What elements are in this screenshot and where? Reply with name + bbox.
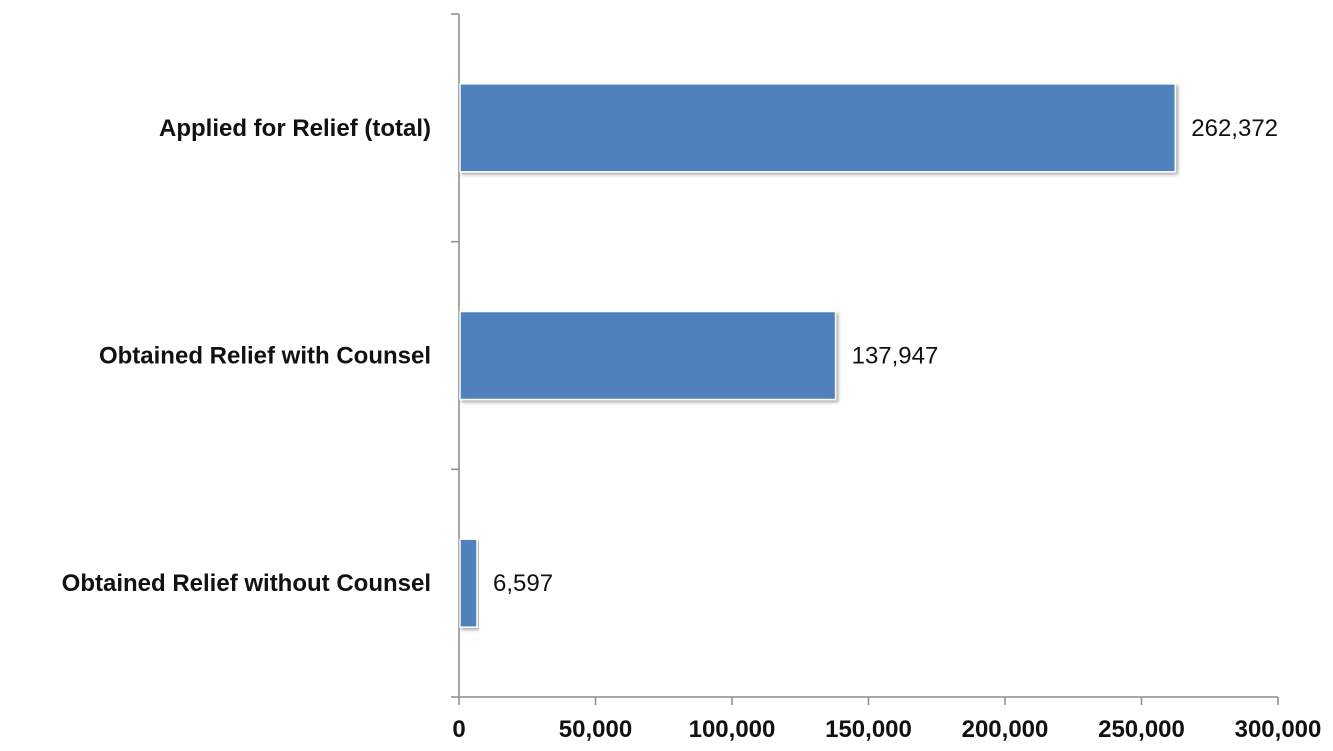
bar (459, 83, 1177, 173)
category-label: Obtained Relief without Counsel (62, 570, 431, 597)
x-tick-label: 100,000 (689, 716, 776, 743)
x-tick-label: 200,000 (962, 716, 1049, 743)
plot-area: 0 50,000 100,000 150,000 200,000 250,000 300,0… (62, 13, 1322, 743)
bar (459, 538, 478, 628)
data-label: 6,597 (493, 570, 553, 597)
data-label: 262,372 (1191, 115, 1278, 142)
x-tick-label: 0 (452, 716, 465, 743)
category-label: Obtained Relief with Counsel (99, 343, 431, 370)
x-tick-label: 300,000 (1235, 716, 1322, 743)
x-tick-label: 50,000 (559, 716, 632, 743)
data-label: 137,947 (852, 343, 939, 370)
category-label: Applied for Relief (total) (159, 115, 431, 142)
bar (459, 310, 837, 401)
x-tick-label: 150,000 (825, 716, 912, 743)
x-tick-label: 250,000 (1098, 716, 1185, 743)
